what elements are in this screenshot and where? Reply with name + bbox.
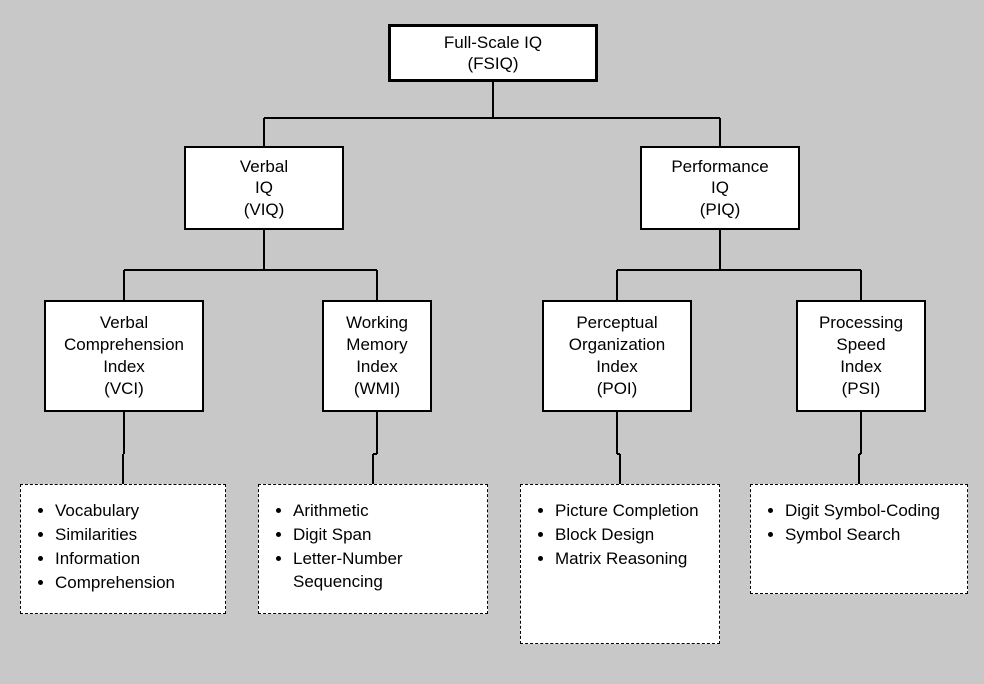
leaf-item: Picture Completion bbox=[555, 500, 713, 523]
diagram-canvas: Full-Scale IQ (FSIQ) Verbal IQ (VIQ) Perfo… bbox=[0, 0, 984, 684]
level3-node-psi: Processing Speed Index (PSI) bbox=[796, 300, 926, 412]
root-node-fsiq: Full-Scale IQ (FSIQ) bbox=[388, 24, 598, 82]
level3-node-wmi: Working Memory Index (WMI) bbox=[322, 300, 432, 412]
node-label: Full-Scale IQ (FSIQ) bbox=[444, 32, 542, 75]
level3-node-vci: Verbal Comprehension Index (VCI) bbox=[44, 300, 204, 412]
leaf-wmi-leaf: ArithmeticDigit SpanLetter-Number Sequen… bbox=[258, 484, 488, 614]
leaf-item: Comprehension bbox=[55, 572, 219, 595]
leaf-list: ArithmeticDigit SpanLetter-Number Sequen… bbox=[265, 499, 481, 595]
leaf-item: Letter-Number Sequencing bbox=[293, 548, 481, 594]
leaf-item: Digit Span bbox=[293, 524, 481, 547]
level2-node-viq: Verbal IQ (VIQ) bbox=[184, 146, 344, 230]
node-label: Processing Speed Index (PSI) bbox=[819, 312, 903, 400]
leaf-item: Information bbox=[55, 548, 219, 571]
leaf-item: Matrix Reasoning bbox=[555, 548, 713, 571]
leaf-item: Vocabulary bbox=[55, 500, 219, 523]
leaf-vci-leaf: VocabularySimilaritiesInformationCompreh… bbox=[20, 484, 226, 614]
level2-node-piq: Performance IQ (PIQ) bbox=[640, 146, 800, 230]
node-label: Verbal Comprehension Index (VCI) bbox=[64, 312, 184, 400]
node-label: Performance IQ (PIQ) bbox=[671, 156, 768, 220]
leaf-item: Symbol Search bbox=[785, 524, 961, 547]
leaf-psi-leaf: Digit Symbol-CodingSymbol Search bbox=[750, 484, 968, 594]
leaf-item: Digit Symbol-Coding bbox=[785, 500, 961, 523]
node-label: Working Memory Index (WMI) bbox=[346, 312, 408, 400]
leaf-list: VocabularySimilaritiesInformationCompreh… bbox=[27, 499, 219, 596]
leaf-list: Picture CompletionBlock DesignMatrix Rea… bbox=[527, 499, 713, 572]
leaf-item: Similarities bbox=[55, 524, 219, 547]
level3-node-poi: Perceptual Organization Index (POI) bbox=[542, 300, 692, 412]
leaf-item: Arithmetic bbox=[293, 500, 481, 523]
leaf-item: Block Design bbox=[555, 524, 713, 547]
leaf-list: Digit Symbol-CodingSymbol Search bbox=[757, 499, 961, 548]
node-label: Perceptual Organization Index (POI) bbox=[569, 312, 665, 400]
leaf-poi-leaf: Picture CompletionBlock DesignMatrix Rea… bbox=[520, 484, 720, 644]
node-label: Verbal IQ (VIQ) bbox=[240, 156, 288, 220]
